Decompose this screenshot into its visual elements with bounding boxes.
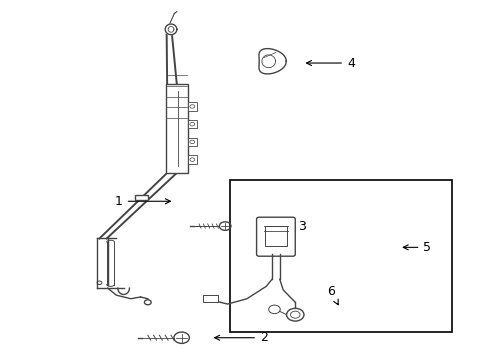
- Bar: [187, 120, 196, 129]
- Bar: [134, 195, 148, 200]
- Text: 4: 4: [306, 57, 354, 69]
- Bar: [166, 84, 187, 173]
- Text: 1: 1: [115, 195, 170, 208]
- Bar: [187, 138, 196, 146]
- Bar: [229, 180, 451, 332]
- FancyBboxPatch shape: [256, 217, 295, 256]
- Bar: [187, 156, 196, 164]
- Text: 5: 5: [403, 241, 430, 254]
- Text: 6: 6: [327, 285, 338, 305]
- Bar: [264, 226, 286, 246]
- Polygon shape: [259, 49, 285, 74]
- Bar: [203, 295, 218, 302]
- Polygon shape: [165, 24, 177, 35]
- Text: 2: 2: [214, 331, 267, 344]
- Bar: [187, 102, 196, 111]
- Text: 3: 3: [258, 220, 306, 233]
